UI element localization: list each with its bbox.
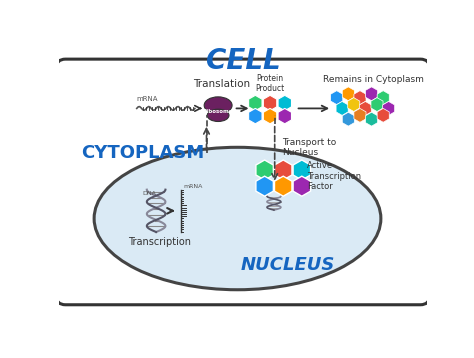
Ellipse shape <box>94 147 381 290</box>
Text: Transcription: Transcription <box>128 237 191 247</box>
Text: mRNA: mRNA <box>137 96 158 102</box>
Text: Remains in Cytoplasm: Remains in Cytoplasm <box>323 76 424 84</box>
Text: CYTOPLASM: CYTOPLASM <box>81 144 204 162</box>
Text: CELL: CELL <box>206 47 280 75</box>
Text: Translation: Translation <box>193 79 251 89</box>
Ellipse shape <box>207 109 229 121</box>
Text: mRNA: mRNA <box>183 184 202 189</box>
Text: Active
Transcription
Factor: Active Transcription Factor <box>307 161 361 191</box>
Text: NUCLEUS: NUCLEUS <box>241 256 335 274</box>
Ellipse shape <box>204 97 232 114</box>
Text: Protein
Product: Protein Product <box>255 74 285 93</box>
FancyBboxPatch shape <box>56 59 430 305</box>
Text: Ribosome: Ribosome <box>203 109 233 114</box>
Text: DNA: DNA <box>142 192 156 197</box>
Text: Transport to
Nucleus: Transport to Nucleus <box>282 138 336 158</box>
